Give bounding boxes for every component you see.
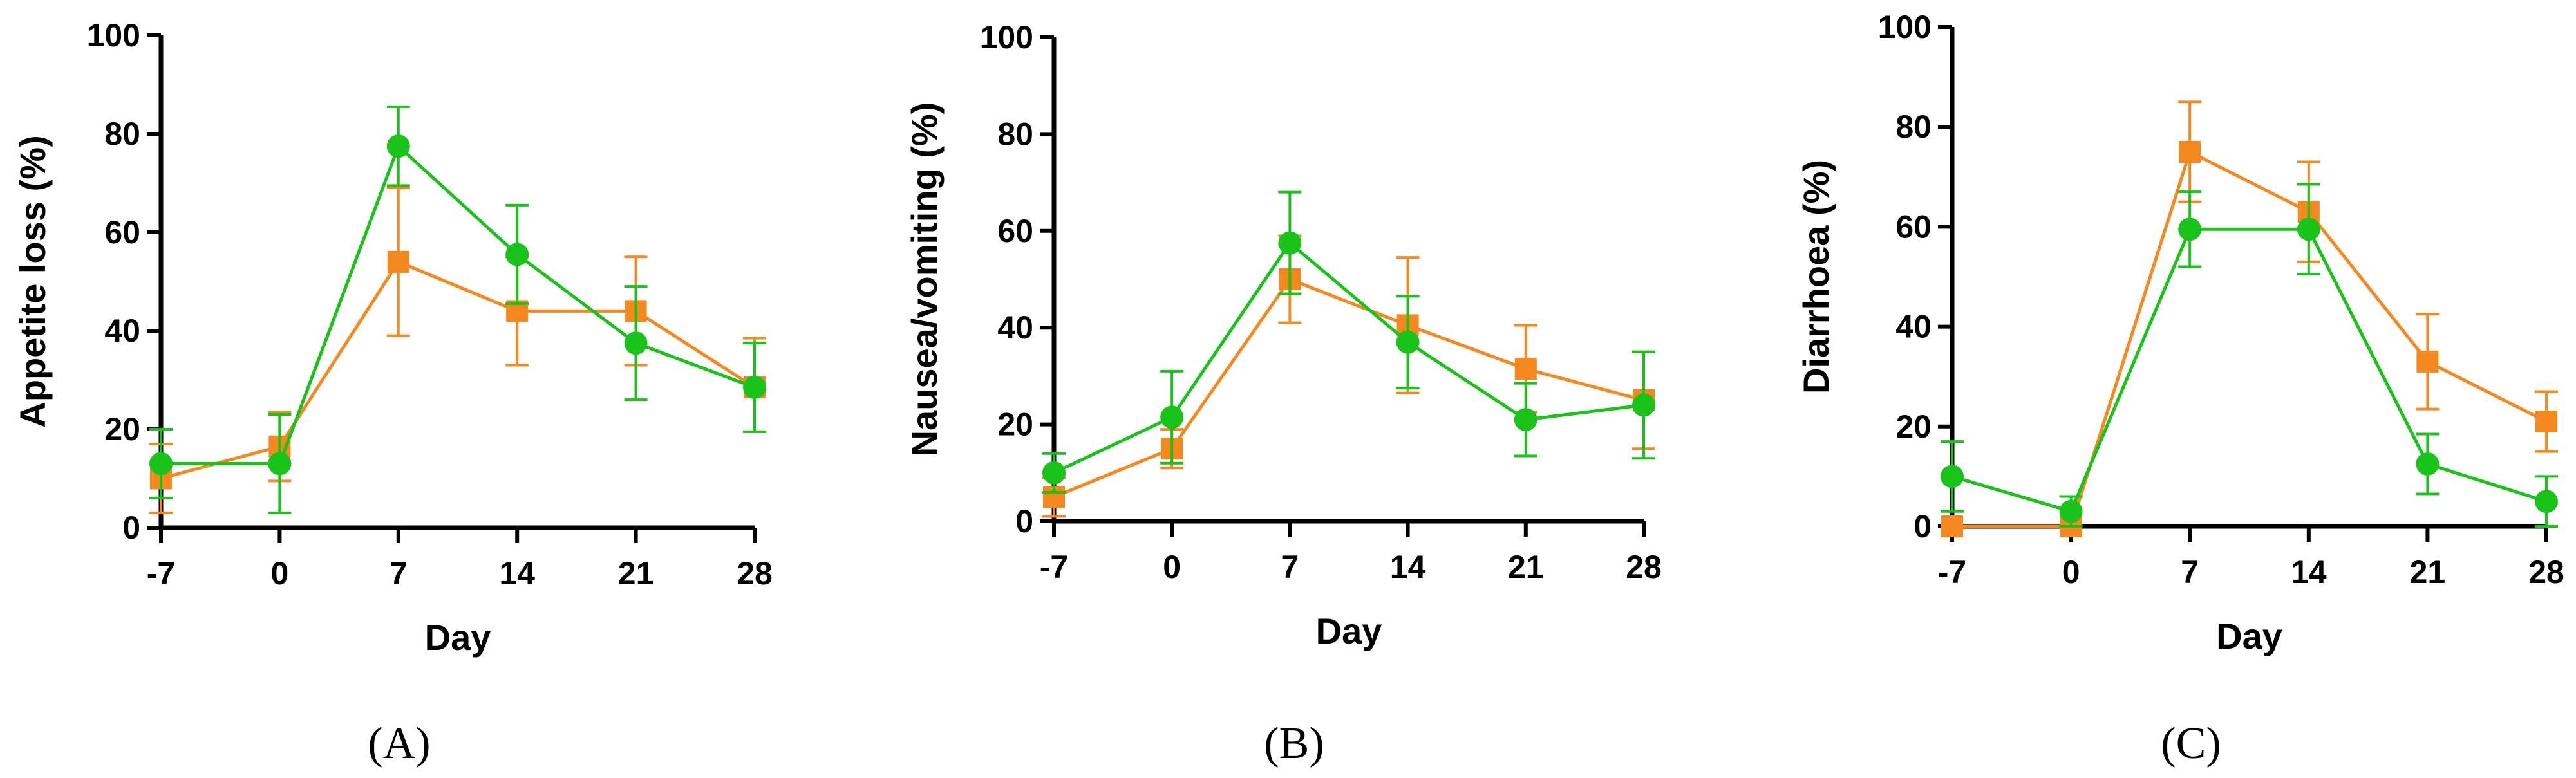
data-point-circle <box>2178 218 2202 241</box>
y-tick-label: 20 <box>104 411 140 447</box>
y-tick-label: 60 <box>104 214 140 250</box>
y-tick-label: 0 <box>1913 508 1932 544</box>
y-tick-label: 60 <box>1895 208 1932 245</box>
panel-label: (C) <box>2161 719 2221 768</box>
y-tick-label: 100 <box>1878 9 1932 45</box>
data-point-circle <box>2059 499 2083 523</box>
x-tick-label: 21 <box>1508 549 1544 585</box>
data-point-square <box>1514 358 1537 380</box>
data-point-square <box>2535 411 2557 433</box>
series-green <box>1042 190 1655 494</box>
y-tick-label: 40 <box>997 310 1033 346</box>
series-line-orange <box>1053 277 1644 499</box>
y-axis-label: Diarrhoea (%) <box>1796 160 1836 394</box>
data-point-circle <box>1514 408 1537 432</box>
x-tick-label: 28 <box>2528 554 2564 590</box>
series-line-green <box>1951 227 2547 514</box>
y-tick-label: 20 <box>1895 409 1932 445</box>
data-point-circle <box>1160 405 1184 429</box>
y-tick-label: 80 <box>997 116 1033 152</box>
x-axis-label: Day <box>1316 611 1382 651</box>
series-green <box>1941 183 2558 528</box>
data-point-circle <box>505 243 529 266</box>
data-point-square <box>2416 350 2439 373</box>
x-tick-label: -7 <box>147 555 175 591</box>
x-tick-label: 0 <box>2062 554 2080 590</box>
x-tick-label: 14 <box>2291 554 2327 590</box>
x-axis-label: Day <box>2216 616 2282 656</box>
y-tick-label: 40 <box>104 313 140 349</box>
x-tick-label: -7 <box>1938 554 1966 590</box>
x-tick-label: 14 <box>499 555 535 591</box>
data-point-circle <box>624 331 648 355</box>
data-point-square <box>2179 141 2201 163</box>
data-point-circle <box>743 375 766 399</box>
x-axis-label: Day <box>425 617 491 658</box>
x-tick-label: 0 <box>1163 549 1181 585</box>
y-axis-label: Nausea/vomiting (%) <box>904 102 945 457</box>
data-point-square <box>1941 515 1963 537</box>
y-tick-label: 20 <box>997 407 1033 443</box>
data-point-square <box>387 250 409 273</box>
series-green <box>149 105 766 515</box>
y-tick-label: 100 <box>980 19 1033 55</box>
x-tick-label: 7 <box>390 555 408 591</box>
y-tick-label: 0 <box>1015 503 1033 539</box>
panel-label: (B) <box>1264 719 1324 768</box>
x-tick-label: 21 <box>2410 554 2446 590</box>
x-tick-label: 7 <box>1281 549 1299 585</box>
data-point-circle <box>2416 452 2440 476</box>
data-point-circle <box>1042 461 1066 485</box>
data-point-circle <box>1278 231 1302 255</box>
series-line-orange <box>160 259 756 480</box>
data-point-circle <box>1941 465 1964 488</box>
panel-label: (A) <box>368 719 430 768</box>
x-tick-label: 0 <box>270 555 288 591</box>
series-line-green <box>161 143 755 466</box>
series-line-green <box>1053 240 1644 475</box>
data-point-circle <box>1632 393 1655 417</box>
x-tick-label: -7 <box>1040 549 1068 585</box>
x-tick-label: 21 <box>618 555 654 591</box>
data-point-circle <box>268 452 292 476</box>
data-point-circle <box>1396 330 1420 354</box>
x-tick-label: 28 <box>1626 549 1662 585</box>
x-tick-label: 14 <box>1390 549 1426 585</box>
y-tick-label: 80 <box>104 116 140 152</box>
series-line-orange <box>1952 149 2548 528</box>
y-tick-label: 40 <box>1895 309 1932 345</box>
y-tick-label: 80 <box>1895 109 1932 145</box>
y-tick-label: 60 <box>997 213 1033 249</box>
y-tick-label: 0 <box>122 510 140 546</box>
data-point-circle <box>386 134 410 158</box>
x-tick-label: 7 <box>2181 554 2199 590</box>
data-point-circle <box>149 452 173 476</box>
series-orange <box>1941 100 2558 537</box>
series-orange <box>1042 234 1655 518</box>
y-axis-label: Appetite loss (%) <box>12 135 53 427</box>
x-tick-label: 28 <box>737 555 773 591</box>
y-tick-label: 100 <box>87 17 140 53</box>
data-point-circle <box>2297 218 2320 241</box>
data-point-circle <box>2535 490 2558 514</box>
